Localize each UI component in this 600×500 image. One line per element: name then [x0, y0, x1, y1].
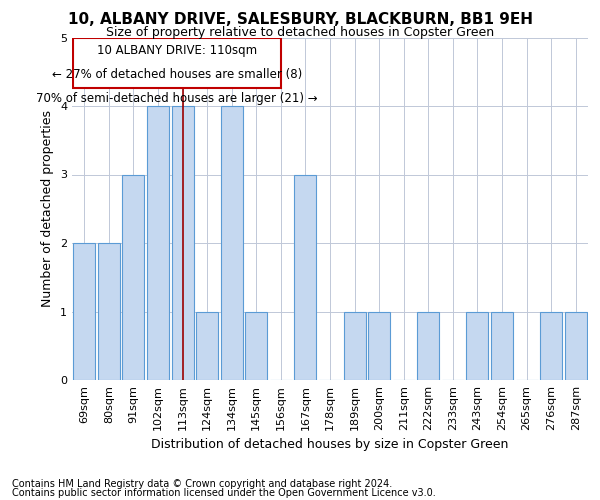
- Bar: [196, 312, 218, 380]
- FancyBboxPatch shape: [73, 38, 281, 88]
- Text: 10, ALBANY DRIVE, SALESBURY, BLACKBURN, BB1 9EH: 10, ALBANY DRIVE, SALESBURY, BLACKBURN, …: [67, 12, 533, 28]
- Text: ← 27% of detached houses are smaller (8): ← 27% of detached houses are smaller (8): [52, 68, 302, 82]
- Text: 10 ALBANY DRIVE: 110sqm: 10 ALBANY DRIVE: 110sqm: [97, 44, 257, 58]
- Y-axis label: Number of detached properties: Number of detached properties: [41, 110, 55, 307]
- Bar: [491, 312, 513, 380]
- Bar: [147, 106, 169, 380]
- Bar: [295, 174, 316, 380]
- Bar: [368, 312, 390, 380]
- X-axis label: Distribution of detached houses by size in Copster Green: Distribution of detached houses by size …: [151, 438, 509, 452]
- Text: Contains public sector information licensed under the Open Government Licence v3: Contains public sector information licen…: [12, 488, 436, 498]
- Bar: [73, 243, 95, 380]
- Bar: [565, 312, 587, 380]
- Bar: [98, 243, 120, 380]
- Bar: [417, 312, 439, 380]
- Bar: [540, 312, 562, 380]
- Bar: [344, 312, 365, 380]
- Text: Size of property relative to detached houses in Copster Green: Size of property relative to detached ho…: [106, 26, 494, 39]
- Bar: [172, 106, 194, 380]
- Text: 70% of semi-detached houses are larger (21) →: 70% of semi-detached houses are larger (…: [36, 92, 318, 106]
- Bar: [466, 312, 488, 380]
- Bar: [245, 312, 268, 380]
- Bar: [122, 174, 145, 380]
- Bar: [221, 106, 243, 380]
- Text: Contains HM Land Registry data © Crown copyright and database right 2024.: Contains HM Land Registry data © Crown c…: [12, 479, 392, 489]
